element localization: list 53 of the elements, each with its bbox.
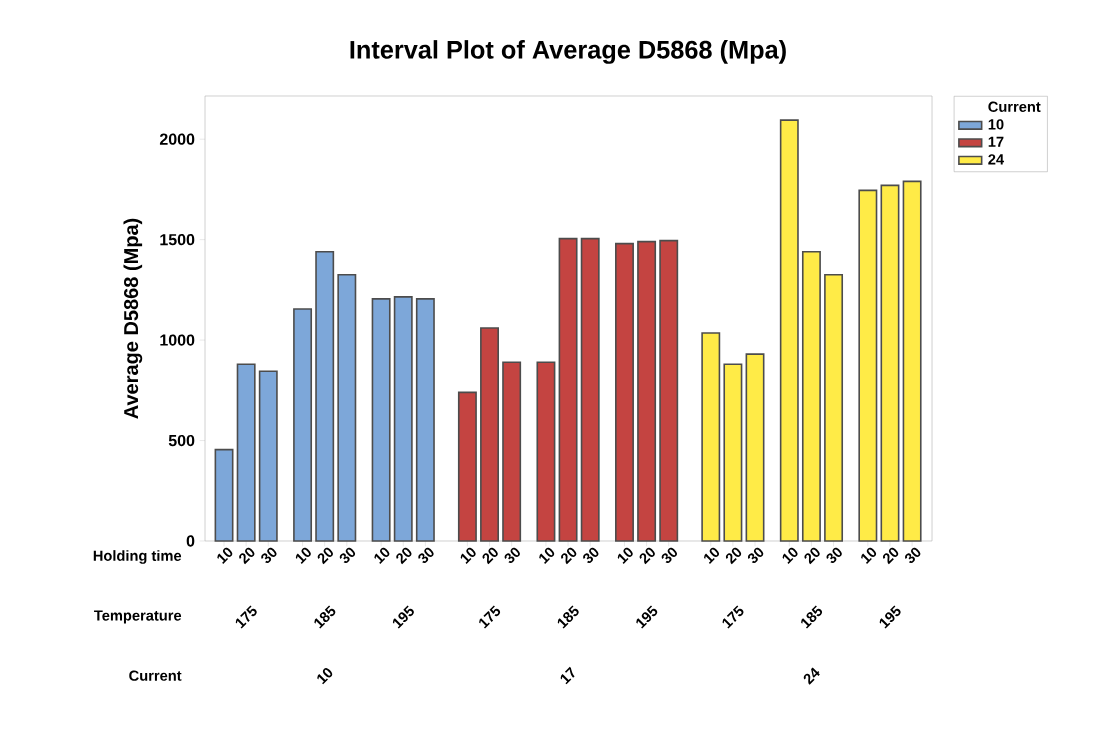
text: 185 (557, 605, 579, 629)
y-axis-title: Average D5868 (Mpa) (123, 218, 143, 419)
x-tick-label: 10 (374, 547, 390, 564)
legend-label: 17 (988, 136, 1004, 147)
x-tick-label: 20 (561, 547, 577, 565)
x-tick-label: 20 (396, 547, 412, 565)
text: 185 (314, 605, 336, 629)
x-tick-label: 30 (583, 547, 599, 564)
legend-title: Current (988, 101, 1041, 112)
text: 24 (803, 667, 820, 685)
x-tick-label: 10 (782, 547, 798, 564)
text: Temperature (94, 610, 182, 624)
y-tick-label: 1500 (160, 233, 195, 246)
x-tick-label: 20 (725, 547, 742, 565)
y-tick-label: 0 (186, 535, 195, 547)
text: 195 (879, 605, 901, 629)
x-tick-label: 30 (261, 547, 277, 564)
x-tick-label: 10 (539, 547, 555, 564)
text: Holding time (93, 550, 182, 564)
text: 175 (479, 605, 501, 629)
x-tick-label: 10 (704, 547, 720, 564)
x-tick-label: 30 (747, 547, 764, 564)
x-tick-label: 30 (339, 547, 356, 564)
legend-label: 10 (988, 119, 1004, 130)
text: 195 (392, 605, 414, 629)
text: 175 (235, 605, 257, 629)
chart-title: Interval Plot of Average D5868 (Mpa) (350, 40, 786, 64)
legend-label: 24 (988, 154, 1005, 165)
text: 17 (560, 666, 575, 685)
x-tick-label: 10 (295, 547, 311, 564)
x-tick-label: 10 (460, 547, 476, 564)
x-tick-label: 30 (661, 547, 677, 564)
x-tick-label: 20 (639, 547, 655, 565)
x-tick-label: 10 (861, 547, 877, 564)
x-tick-label: 20 (882, 547, 899, 565)
x-tick-label: 10 (617, 547, 633, 564)
text: 10 (317, 668, 333, 685)
x-tick-label: 30 (504, 547, 520, 564)
x-tick-label: 20 (239, 547, 255, 565)
y-tick-label: 2000 (159, 133, 195, 145)
x-tick-label: 30 (418, 547, 434, 564)
text: 175 (722, 605, 744, 629)
y-tick-label: 1000 (160, 334, 195, 346)
text: 185 (801, 605, 823, 629)
text: Current (129, 670, 182, 681)
x-tick-label: 20 (482, 547, 498, 565)
x-tick-label: 20 (317, 547, 333, 565)
text: 195 (636, 605, 658, 629)
x-tick-label: 30 (905, 547, 921, 564)
x-tick-label: 20 (804, 547, 820, 565)
x-tick-label: 10 (217, 547, 233, 564)
x-tick-label: 30 (826, 547, 842, 564)
y-tick-label: 500 (168, 434, 195, 447)
